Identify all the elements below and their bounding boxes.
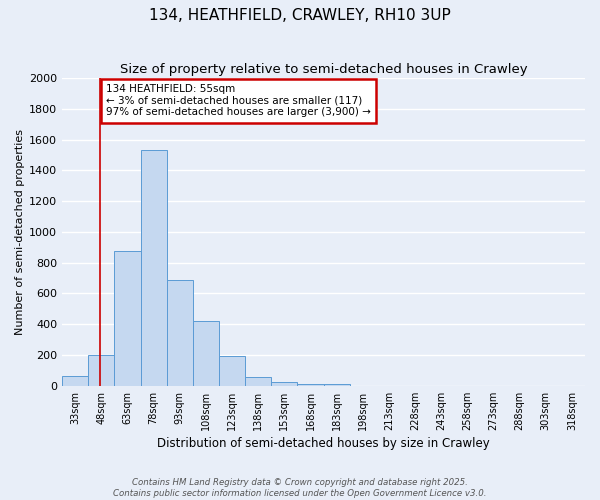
Y-axis label: Number of semi-detached properties: Number of semi-detached properties [15,129,25,335]
Bar [140,150,167,386]
Bar [167,280,193,386]
Title: Size of property relative to semi-detached houses in Crawley: Size of property relative to semi-detach… [120,62,527,76]
Bar [245,378,271,386]
Bar [271,382,298,386]
Bar [115,251,140,386]
Bar [298,384,323,386]
Bar [62,376,88,386]
Bar [193,321,219,386]
Text: 134, HEATHFIELD, CRAWLEY, RH10 3UP: 134, HEATHFIELD, CRAWLEY, RH10 3UP [149,8,451,22]
Bar [323,384,350,386]
Bar [88,355,115,386]
X-axis label: Distribution of semi-detached houses by size in Crawley: Distribution of semi-detached houses by … [157,437,490,450]
Text: 134 HEATHFIELD: 55sqm
← 3% of semi-detached houses are smaller (117)
97% of semi: 134 HEATHFIELD: 55sqm ← 3% of semi-detac… [106,84,371,117]
Bar [219,356,245,386]
Text: Contains HM Land Registry data © Crown copyright and database right 2025.
Contai: Contains HM Land Registry data © Crown c… [113,478,487,498]
